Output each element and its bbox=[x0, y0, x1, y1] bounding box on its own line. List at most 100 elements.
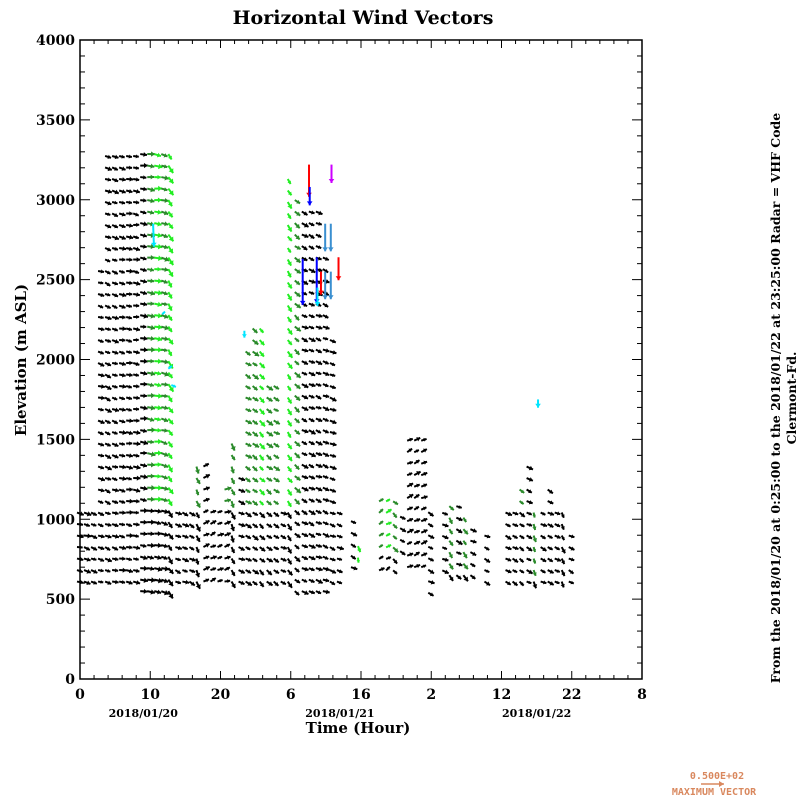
wind-vector bbox=[441, 511, 449, 516]
wind-vector bbox=[273, 454, 280, 460]
wind-vector bbox=[266, 431, 274, 437]
wind-vector bbox=[154, 473, 161, 479]
wind-vector bbox=[111, 293, 119, 298]
wind-vector bbox=[175, 557, 182, 562]
wind-vector bbox=[188, 511, 196, 517]
wind-vector bbox=[427, 557, 435, 562]
wind-vector bbox=[301, 498, 308, 504]
wind-vector bbox=[104, 373, 112, 379]
wind-vector bbox=[315, 405, 322, 410]
wind-vector bbox=[154, 324, 163, 330]
wind-vector bbox=[167, 521, 174, 529]
wind-vector bbox=[147, 358, 154, 364]
wind-vector bbox=[456, 562, 463, 567]
wind-vector bbox=[167, 487, 174, 495]
wind-vector bbox=[315, 325, 323, 330]
wind-vector bbox=[209, 577, 217, 583]
wind-vector bbox=[280, 511, 288, 516]
wind-vector bbox=[286, 408, 293, 416]
wind-vector bbox=[286, 316, 293, 323]
wind-vector bbox=[286, 523, 293, 531]
wind-vector bbox=[140, 507, 148, 514]
wind-vector bbox=[111, 522, 119, 528]
wind-vector bbox=[118, 534, 126, 539]
wind-vector bbox=[104, 350, 111, 355]
wind-vector bbox=[322, 440, 330, 445]
wind-vector bbox=[97, 534, 105, 539]
wind-vector bbox=[133, 441, 141, 447]
wind-vector bbox=[526, 522, 533, 527]
wind-vector bbox=[126, 545, 133, 550]
wind-vector bbox=[322, 452, 330, 458]
wind-vector bbox=[133, 430, 141, 436]
wind-vector bbox=[126, 418, 134, 424]
wind-vector bbox=[147, 335, 155, 342]
wind-vector bbox=[350, 520, 357, 525]
wind-vector bbox=[140, 335, 148, 341]
wind-vector bbox=[104, 385, 112, 391]
wind-vector bbox=[413, 563, 421, 569]
wind-vector bbox=[245, 396, 252, 401]
wind-vector bbox=[97, 442, 105, 447]
wind-vector bbox=[104, 511, 111, 516]
wind-vector bbox=[104, 534, 112, 539]
wind-vector bbox=[505, 569, 512, 574]
wind-vector bbox=[154, 312, 163, 319]
wind-vector bbox=[140, 175, 147, 180]
wind-vector bbox=[413, 505, 420, 511]
wind-vector bbox=[83, 523, 91, 528]
wind-vector bbox=[308, 532, 316, 539]
wind-vector bbox=[540, 557, 547, 563]
wind-vector bbox=[147, 255, 155, 261]
wind-vector bbox=[547, 511, 555, 516]
wind-vector bbox=[104, 235, 112, 240]
wind-vector bbox=[336, 580, 343, 585]
wind-vector bbox=[484, 534, 491, 539]
wind-vector bbox=[308, 256, 315, 262]
vector-field bbox=[76, 151, 575, 599]
wind-vector bbox=[161, 325, 170, 331]
wind-vector bbox=[118, 476, 127, 482]
wind-vector bbox=[532, 512, 536, 518]
wind-vector bbox=[420, 460, 428, 465]
wind-vector bbox=[238, 511, 245, 516]
wind-vector bbox=[97, 500, 104, 505]
wind-vector bbox=[161, 428, 168, 433]
wind-vector bbox=[147, 151, 155, 157]
wind-vector bbox=[399, 515, 406, 520]
wind-vector bbox=[286, 454, 293, 462]
wind-vector bbox=[154, 542, 162, 549]
wind-vector bbox=[286, 362, 294, 370]
wind-vector bbox=[315, 394, 322, 400]
wind-vector bbox=[97, 523, 104, 528]
wind-vector bbox=[251, 454, 259, 461]
wind-vector bbox=[259, 477, 266, 483]
wind-vector bbox=[526, 546, 533, 552]
wind-vector bbox=[118, 292, 127, 298]
wind-vector bbox=[286, 293, 293, 301]
wind-vector bbox=[104, 154, 112, 159]
wind-vector bbox=[230, 523, 236, 532]
wind-vector bbox=[147, 451, 156, 457]
wind-vector bbox=[265, 569, 273, 576]
wind-vector bbox=[532, 546, 537, 553]
wind-vector bbox=[147, 313, 156, 319]
wind-vector bbox=[245, 580, 253, 587]
wind-vector bbox=[258, 419, 266, 427]
wind-vector bbox=[154, 163, 163, 170]
wind-vector bbox=[427, 580, 435, 585]
wind-vector bbox=[301, 256, 308, 262]
y-tick-label: 0 bbox=[65, 672, 75, 688]
wind-vector bbox=[245, 419, 253, 425]
wind-vector bbox=[175, 511, 183, 516]
wind-vector bbox=[245, 442, 252, 448]
wind-vector bbox=[273, 557, 280, 564]
wind-vector bbox=[111, 338, 120, 344]
wind-vector bbox=[133, 154, 139, 159]
wind-vector bbox=[104, 247, 112, 252]
wind-vector bbox=[188, 580, 196, 587]
wind-vector bbox=[526, 511, 533, 516]
wind-vector bbox=[140, 381, 148, 387]
wind-vector bbox=[111, 361, 118, 366]
wind-vector bbox=[230, 477, 236, 485]
